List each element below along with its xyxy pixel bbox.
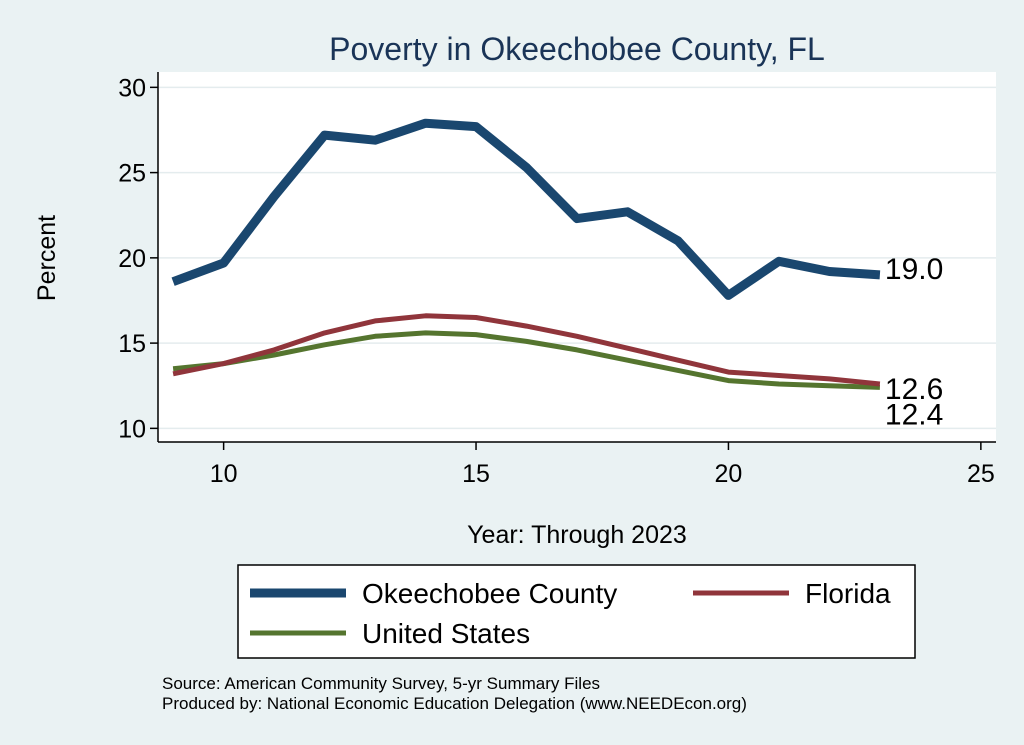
legend-box (237, 564, 916, 659)
legend-label-united-states: United States (362, 618, 530, 649)
x-tick-label-15: 15 (462, 460, 490, 488)
end-label-united-states: 12.4 (885, 398, 943, 431)
x-axis-label: Year: Through 2023 (467, 521, 687, 549)
end-label-okeechobee-county: 19.0 (885, 253, 943, 286)
legend-label-okeechobee-county: Okeechobee County (362, 578, 617, 609)
x-axis-ticks: 10 15 20 25 (210, 442, 995, 488)
y-tick-label-10: 10 (118, 415, 146, 443)
legend: Okeechobee County Florida United States (250, 578, 891, 649)
source-note: Source: American Community Survey, 5-yr … (162, 674, 600, 693)
y-tick-label-15: 15 (118, 330, 146, 358)
x-tick-label-25: 25 (967, 460, 995, 488)
x-tick-label-20: 20 (715, 460, 743, 488)
y-axis-ticks: 10 15 20 25 30 (118, 74, 158, 443)
y-tick-label-20: 20 (118, 245, 146, 273)
y-tick-label-30: 30 (118, 74, 146, 102)
end-label-florida: 12.6 (885, 373, 943, 406)
x-tick-label-10: 10 (210, 460, 238, 488)
y-axis-label: Percent (33, 215, 61, 301)
series-lines (171, 118, 881, 390)
series-line-florida (172, 313, 881, 387)
legend-label-florida: Florida (805, 578, 891, 609)
producer-note: Produced by: National Economic Education… (162, 694, 747, 713)
chart-title: Poverty in Okeechobee County, FL (329, 31, 825, 67)
end-labels: 19.0 12.612.4 (885, 253, 943, 432)
series-line-united-states (172, 330, 880, 390)
y-tick-label-25: 25 (118, 160, 146, 188)
series-line-okeechobee-county (171, 118, 881, 300)
